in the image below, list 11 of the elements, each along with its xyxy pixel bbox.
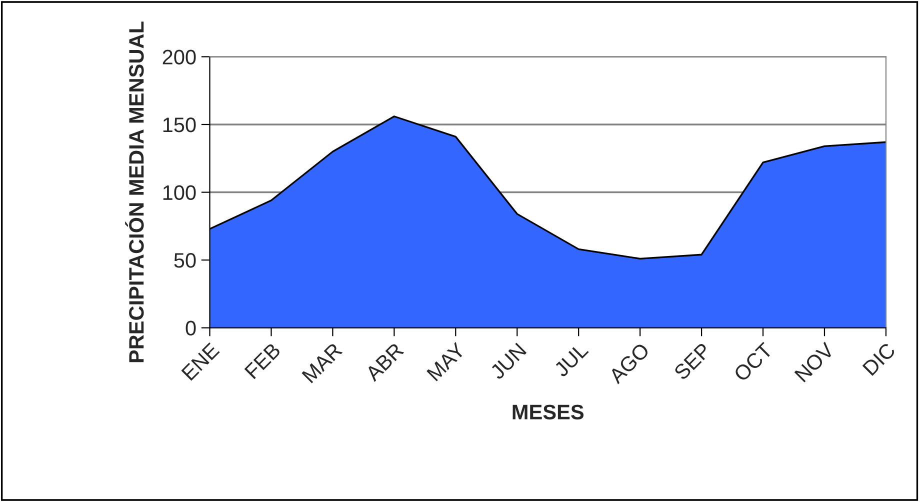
x-tick-label: DIC xyxy=(862,342,896,376)
x-axis-title: MESES xyxy=(512,404,584,420)
y-tick-label: 0 xyxy=(186,320,196,336)
y-tick-label: 100 xyxy=(163,185,196,200)
y-tick-label: 200 xyxy=(162,50,196,64)
y-tick-label: 150 xyxy=(163,117,196,132)
y-tick-label: 50 xyxy=(174,253,196,268)
x-tick-label: FEB xyxy=(244,342,282,380)
x-tick-label: JUL xyxy=(553,342,589,378)
y-axis-title: PRECIPITACIÓN MEDIA MENSUAL xyxy=(125,22,144,362)
x-tick-label: SEP xyxy=(673,342,712,381)
